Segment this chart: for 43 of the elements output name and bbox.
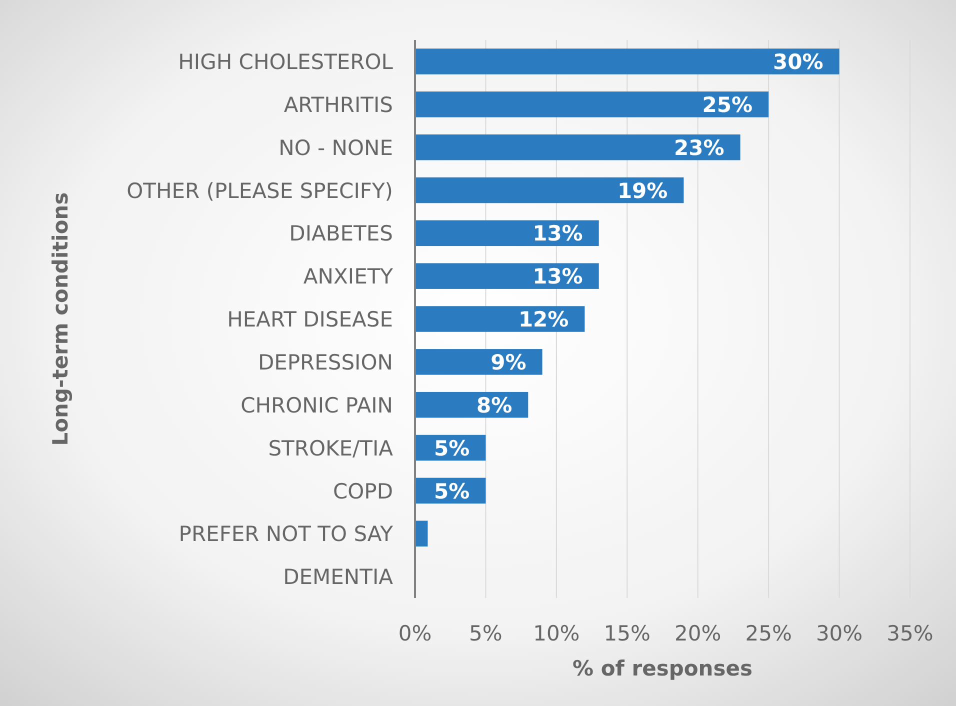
y-tick-label: HIGH CHOLESTEROL <box>178 50 394 74</box>
y-axis-title: Long-term conditions <box>48 192 73 446</box>
x-tick-label: 30% <box>816 622 863 646</box>
data-label: 8% <box>476 393 512 418</box>
x-tick-label: 35% <box>886 622 934 646</box>
bar <box>415 263 599 289</box>
data-label: 13% <box>532 222 583 246</box>
x-tick-label: 25% <box>745 622 792 646</box>
y-tick-label: NO - NONE <box>278 136 393 160</box>
y-tick-label: HEART DISEASE <box>227 308 393 332</box>
y-tick-label: DEPRESSION <box>258 350 393 374</box>
x-tick-label: 15% <box>604 622 650 646</box>
x-tick-label: 0% <box>398 622 432 646</box>
bar <box>415 48 840 74</box>
y-tick-label: DIABETES <box>289 222 393 246</box>
bar <box>415 349 542 375</box>
data-label: 19% <box>617 178 668 203</box>
x-tick-label: 20% <box>674 622 722 646</box>
y-tick-label: OTHER (PLEASE SPECIFY) <box>126 178 393 203</box>
y-tick-label: ARTHRITIS <box>284 92 393 117</box>
x-tick-label: 10% <box>533 622 580 646</box>
data-label: 30% <box>773 50 824 74</box>
data-label: 5% <box>434 479 470 504</box>
data-label: 25% <box>702 92 753 117</box>
x-tick-label: 5% <box>469 622 502 646</box>
y-tick-label: CHRONIC PAIN <box>240 393 393 418</box>
bar <box>415 220 599 246</box>
bar <box>415 92 769 118</box>
data-label: 12% <box>518 308 569 332</box>
y-tick-label: PREFER NOT TO SAY <box>178 522 394 546</box>
y-tick-label: STROKE/TIA <box>268 436 394 460</box>
y-tick-label: COPD <box>332 479 393 504</box>
bar <box>415 177 684 204</box>
data-label: 13% <box>532 264 583 289</box>
y-tick-label: ANXIETY <box>303 264 394 289</box>
bar <box>415 520 428 546</box>
bar <box>415 306 585 332</box>
data-label: 5% <box>434 436 470 460</box>
bar <box>415 134 740 160</box>
x-axis-title: % of responses <box>572 656 752 681</box>
y-tick-label: DEMENTIA <box>283 565 394 590</box>
data-label: 23% <box>674 136 724 160</box>
data-label: 9% <box>490 350 526 374</box>
